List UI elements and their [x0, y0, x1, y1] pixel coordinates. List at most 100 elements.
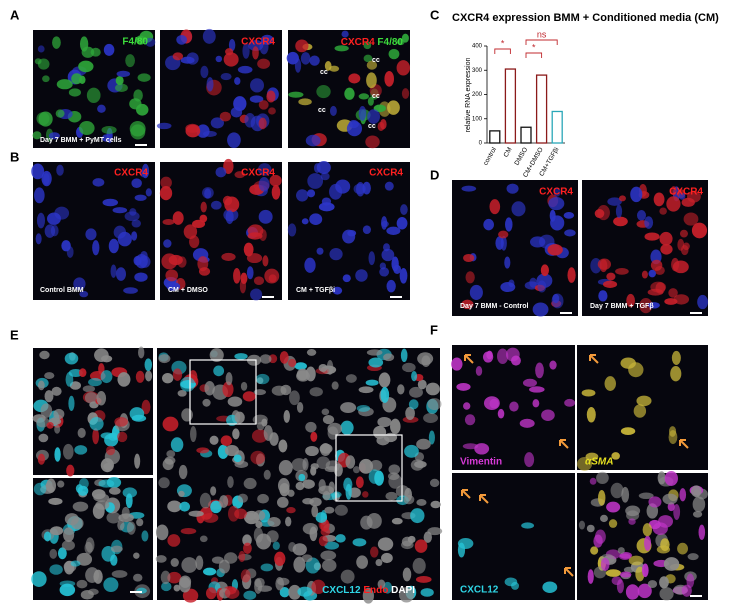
- cell: [222, 381, 234, 398]
- cell: [264, 268, 280, 284]
- cell: [109, 487, 121, 495]
- cell: [366, 60, 378, 70]
- cell: [465, 271, 475, 284]
- cell: [318, 202, 335, 212]
- channel-label: Vimentin: [460, 457, 502, 468]
- cell: [318, 535, 328, 547]
- cell: [524, 452, 535, 468]
- cell: [275, 577, 284, 591]
- cell: [399, 267, 408, 284]
- cell: [505, 217, 513, 232]
- cell: [133, 255, 142, 266]
- cell: [379, 267, 390, 277]
- cell: [156, 122, 172, 130]
- cell: [258, 117, 267, 130]
- cell: [387, 100, 400, 115]
- cell: [78, 368, 87, 377]
- cell: [110, 264, 117, 278]
- cell: [161, 581, 172, 592]
- significance-bracket: [525, 39, 558, 45]
- cell: [183, 224, 198, 240]
- cell: [638, 492, 654, 500]
- cell: [380, 552, 393, 564]
- cell: [693, 489, 700, 498]
- channel-label: CXCR4: [241, 37, 275, 48]
- channel-label: CXCR4: [669, 187, 703, 198]
- cell: [63, 527, 75, 543]
- cell: [100, 432, 114, 439]
- cell: [532, 399, 540, 408]
- cell: [137, 73, 151, 82]
- cell: [362, 491, 369, 498]
- cell: [368, 469, 381, 484]
- cell: [628, 362, 644, 378]
- cell: [97, 104, 106, 113]
- cell: [133, 573, 143, 582]
- cell: [266, 90, 276, 103]
- cell: [168, 254, 183, 266]
- cell: [383, 353, 395, 362]
- cell: [386, 279, 396, 293]
- significance-bracket: [525, 52, 543, 58]
- cell: [145, 370, 153, 382]
- cell: [529, 277, 538, 288]
- cc-label: cc: [372, 93, 380, 100]
- cell: [173, 584, 181, 592]
- cell: [504, 256, 511, 269]
- cell: [126, 521, 136, 535]
- cell: [134, 272, 148, 282]
- cell: [31, 571, 47, 587]
- y-tick-label: 100: [472, 116, 483, 122]
- cell: [355, 269, 368, 282]
- cell: [331, 381, 339, 390]
- cell: [288, 584, 302, 600]
- cell: [673, 294, 690, 305]
- cell: [302, 498, 314, 505]
- cell: [254, 578, 263, 594]
- cell: [508, 279, 515, 288]
- cell: [307, 189, 316, 198]
- cell: [189, 235, 200, 249]
- cell: [259, 354, 272, 364]
- cell: [402, 567, 412, 582]
- cell: [48, 132, 60, 140]
- cell: [310, 431, 318, 442]
- cell: [210, 486, 217, 496]
- cell: [324, 466, 339, 473]
- cell: [623, 566, 635, 573]
- cell: [401, 88, 410, 99]
- cell: [682, 242, 690, 251]
- panel-letter: B: [10, 149, 19, 164]
- cell: [238, 550, 246, 563]
- cell: [659, 207, 667, 215]
- cell: [92, 503, 105, 519]
- cell: [263, 469, 271, 480]
- cell: [329, 65, 340, 72]
- arrow: [589, 354, 599, 364]
- cell: [88, 378, 102, 387]
- cell: [529, 386, 545, 393]
- cell: [49, 548, 58, 559]
- cell: [400, 204, 408, 215]
- cell: [131, 231, 138, 241]
- cell: [305, 445, 319, 457]
- cell: [178, 464, 188, 480]
- cell: [274, 551, 286, 566]
- caption: Day 7 BMM + PyMT cells: [40, 137, 122, 144]
- cell: [416, 498, 427, 506]
- cell: [255, 373, 270, 385]
- cell: [380, 119, 387, 130]
- bar: [535, 74, 548, 144]
- cell: [305, 366, 316, 382]
- cell: [190, 426, 197, 443]
- cell: [210, 200, 222, 210]
- cell: [653, 192, 665, 207]
- significance-label: *: [532, 42, 536, 52]
- cell: [71, 73, 83, 85]
- cell: [279, 587, 290, 598]
- label-part: CXCR4: [341, 37, 375, 48]
- cell: [55, 109, 65, 118]
- cell: [219, 111, 231, 122]
- cell: [117, 519, 125, 531]
- cell: [347, 229, 357, 237]
